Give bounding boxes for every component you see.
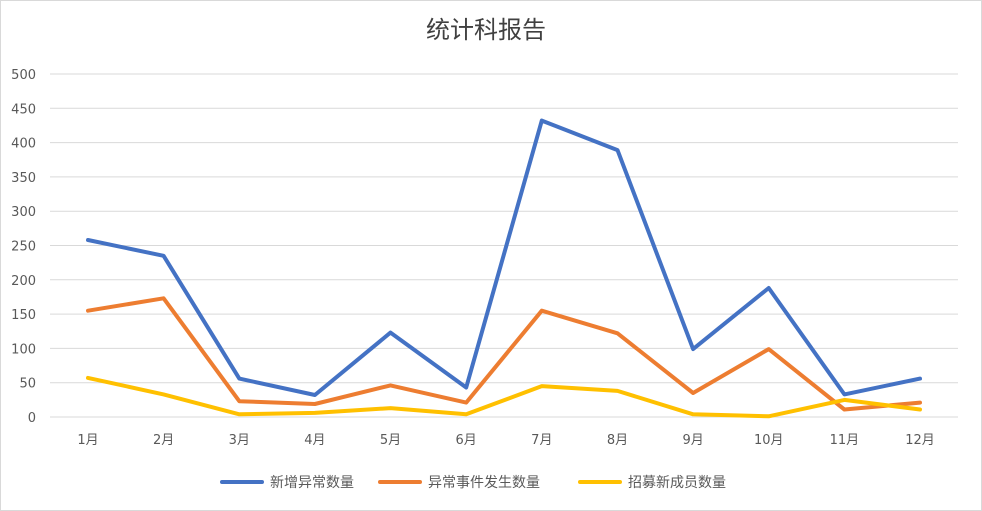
legend-label-3: 招募新成员数量 [628,475,726,491]
y-axis-tick-labels: 0 50 100 150 200 250 300 350 400 450 500 [11,68,36,426]
series-lines [86,118,922,419]
x-tick-label: 12月 [905,433,935,448]
x-tick-label: 3月 [229,433,250,448]
x-tick-label: 11月 [830,433,860,448]
x-tick-label: 5月 [380,433,401,448]
y-tick-label: 400 [11,137,36,152]
y-tick-label: 150 [11,308,36,323]
chart-title: 统计科报告 [426,16,546,44]
y-tick-label: 450 [11,102,36,117]
x-tick-label: 1月 [77,433,98,448]
gridlines [50,73,958,418]
y-tick-label: 500 [11,68,36,83]
y-tick-label: 300 [11,205,36,220]
legend: 新增异常数量 异常事件发生数量 招募新成员数量 [220,475,726,491]
y-tick-label: 100 [11,342,36,357]
x-tick-label: 7月 [531,433,552,448]
series-line-2 [86,296,922,412]
y-tick-label: 350 [11,171,36,186]
x-tick-label: 9月 [682,433,703,448]
y-tick-label: 200 [11,274,36,289]
x-tick-label: 2月 [153,433,174,448]
x-tick-label: 8月 [607,433,628,448]
x-tick-label: 4月 [304,433,325,448]
x-tick-label: 10月 [754,433,784,448]
y-tick-label: 0 [28,411,36,426]
series-line-1 [86,118,922,397]
x-axis-tick-labels: 1月 2月 3月 4月 5月 6月 7月 8月 9月 10月 11月 12月 [77,433,934,448]
series-line-3 [86,375,922,419]
x-tick-label: 6月 [456,433,477,448]
y-tick-label: 250 [11,240,36,255]
legend-label-2: 异常事件发生数量 [428,475,540,491]
legend-label-1: 新增异常数量 [270,475,354,491]
y-tick-label: 50 [19,377,36,392]
